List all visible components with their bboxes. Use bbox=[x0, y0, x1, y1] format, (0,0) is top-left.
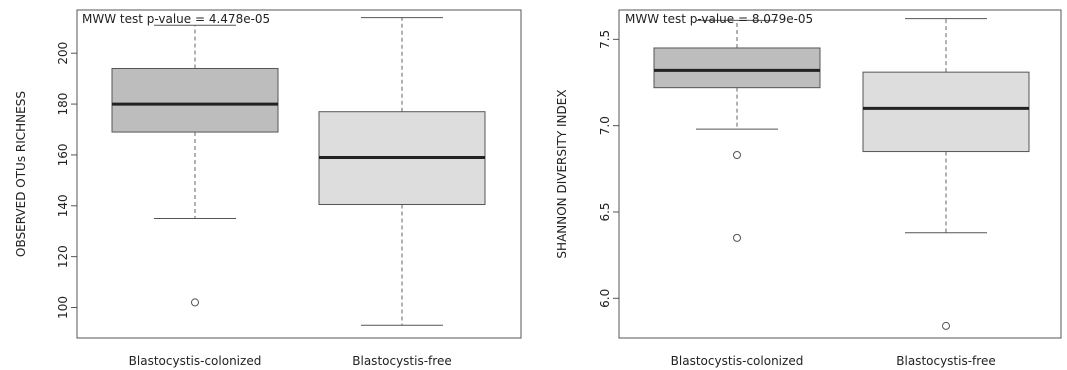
y-tick-label: 7.0 bbox=[598, 116, 612, 135]
x-tick-label-colonized: Blastocystis-colonized bbox=[671, 354, 804, 368]
y-tick-label: 6.0 bbox=[598, 289, 612, 308]
iqr-box bbox=[111, 67, 279, 133]
outlier-point bbox=[733, 151, 741, 160]
y-axis-label: OBSERVED OTUs RICHNESS bbox=[14, 91, 28, 257]
iqr-box bbox=[862, 71, 1030, 153]
box-marks bbox=[111, 17, 486, 326]
outlier-point bbox=[942, 321, 950, 330]
outlier-point bbox=[733, 233, 741, 242]
y-tick-label: 160 bbox=[56, 143, 70, 166]
box-colonized bbox=[111, 24, 279, 307]
box-marks bbox=[653, 18, 1030, 330]
x-tick-label-free: Blastocystis-free bbox=[896, 354, 995, 368]
y-axis-label: SHANNON DIVERSITY INDEX bbox=[555, 89, 569, 258]
y-tick-label: 140 bbox=[56, 194, 70, 217]
y-axis: 6.0 6.5 7.0 7.5 bbox=[598, 30, 620, 308]
panel-observed-otus: 100 120 140 160 180 200 MWW test p-value = 4.… bbox=[14, 9, 522, 368]
y-tick-label: 7.5 bbox=[598, 30, 612, 49]
y-tick-label: 6.5 bbox=[598, 202, 612, 221]
box-free bbox=[318, 17, 486, 326]
y-tick-label: 120 bbox=[56, 245, 70, 268]
x-tick-label-colonized: Blastocystis-colonized bbox=[129, 354, 262, 368]
y-tick-label: 100 bbox=[56, 296, 70, 319]
outlier-point bbox=[191, 298, 199, 307]
y-axis: 100 120 140 160 180 200 bbox=[56, 42, 78, 319]
iqr-box bbox=[653, 47, 821, 89]
mww-annotation: MWW test p-value = 8.079e-05 bbox=[625, 12, 813, 26]
box-free bbox=[862, 18, 1030, 330]
mww-annotation: MWW test p-value = 4.478e-05 bbox=[82, 12, 270, 26]
panel-shannon-diversity: 6.0 6.5 7.0 7.5 MWW test p-value = 8.079e-0… bbox=[555, 9, 1062, 368]
y-tick-label: 180 bbox=[56, 93, 70, 116]
box-colonized bbox=[653, 19, 821, 242]
y-tick-label: 200 bbox=[56, 42, 70, 65]
x-tick-label-free: Blastocystis-free bbox=[352, 354, 451, 368]
